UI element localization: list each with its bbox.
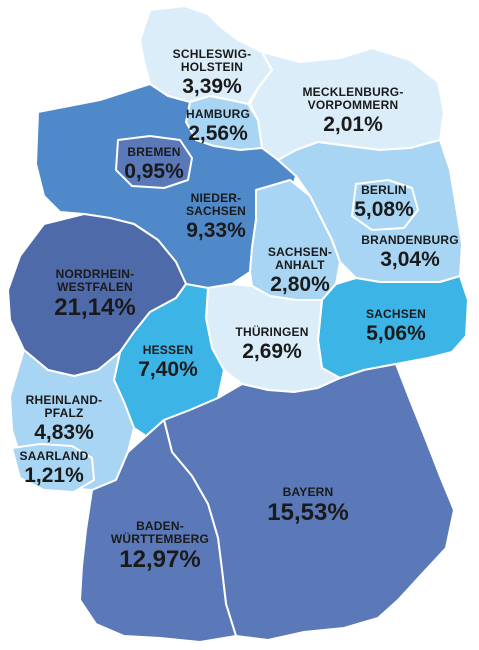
state-value: 5,08%	[354, 198, 414, 222]
state-name: SACHSEN- ANHALT	[267, 245, 333, 273]
state-name: SACHSEN	[365, 307, 427, 321]
state-name: BERLIN	[361, 183, 407, 197]
label-niedersachsen: NIEDER- SACHSEN 9,33%	[166, 191, 266, 243]
state-name: SCHLESWIG- HOLSTEIN	[172, 47, 252, 75]
region-berlin[interactable]	[351, 179, 419, 231]
state-name: THÜRINGEN	[235, 325, 309, 339]
label-sachsen: SACHSEN 5,06%	[346, 307, 446, 346]
state-value: 2,01%	[323, 113, 383, 137]
state-value: 3,39%	[182, 75, 242, 99]
region-saarland[interactable]	[11, 443, 95, 493]
state-value: 4,83%	[34, 421, 94, 445]
state-value: 21,14%	[54, 294, 136, 322]
state-value: 3,04%	[380, 248, 440, 272]
label-sachsen-anhalt: SACHSEN- ANHALT 2,80%	[250, 245, 350, 297]
label-bremen: BREMEN 0,95%	[104, 145, 204, 184]
state-value: 7,40%	[138, 358, 198, 382]
label-rheinland-pfalz: RHEINLAND- PFALZ 4,83%	[12, 393, 116, 445]
label-thueringen: THÜRINGEN 2,69%	[222, 325, 322, 364]
state-name: BADEN- WÜRTTEMBERG	[110, 519, 210, 547]
region-baden-wuerttemberg[interactable]	[79, 419, 237, 643]
state-value: 12,97%	[119, 546, 201, 574]
state-value: 0,95%	[124, 160, 184, 184]
state-name: HAMBURG	[185, 107, 251, 121]
label-hamburg: HAMBURG 2,56%	[168, 107, 268, 146]
state-name: MECKLENBURG- VORPOMMERN	[302, 85, 404, 113]
state-name: BAYERN	[282, 485, 334, 499]
label-mecklenburg-vorpommern: MECKLENBURG- VORPOMMERN 2,01%	[290, 85, 416, 137]
label-brandenburg: BRANDENBURG 3,04%	[352, 233, 468, 272]
state-value: 2,80%	[270, 273, 330, 297]
state-value: 1,21%	[24, 464, 84, 488]
state-name: SAARLAND	[19, 449, 89, 463]
state-value: 15,53%	[267, 499, 349, 527]
state-name: BRANDENBURG	[361, 233, 459, 247]
state-name: RHEINLAND- PFALZ	[25, 393, 103, 421]
label-bayern: BAYERN 15,53%	[258, 485, 358, 527]
state-name: HESSEN	[142, 343, 194, 357]
label-berlin: BERLIN 5,08%	[334, 183, 434, 222]
state-name: NORDRHEIN- WESTFALEN	[55, 267, 135, 295]
state-value: 2,69%	[242, 340, 302, 364]
label-saarland: SAARLAND 1,21%	[4, 449, 104, 488]
label-hessen: HESSEN 7,40%	[118, 343, 218, 382]
state-value: 2,56%	[188, 122, 248, 146]
state-name: BREMEN	[127, 145, 181, 159]
region-bremen[interactable]	[115, 135, 193, 189]
state-value: 9,33%	[186, 219, 246, 243]
state-value: 5,06%	[366, 322, 426, 346]
label-schleswig-holstein: SCHLESWIG- HOLSTEIN 3,39%	[162, 47, 262, 99]
label-baden-wuerttemberg: BADEN- WÜRTTEMBERG 12,97%	[102, 519, 218, 574]
state-name: NIEDER- SACHSEN	[185, 191, 247, 219]
label-nordrhein-westfalen: NORDRHEIN- WESTFALEN 21,14%	[36, 267, 154, 322]
